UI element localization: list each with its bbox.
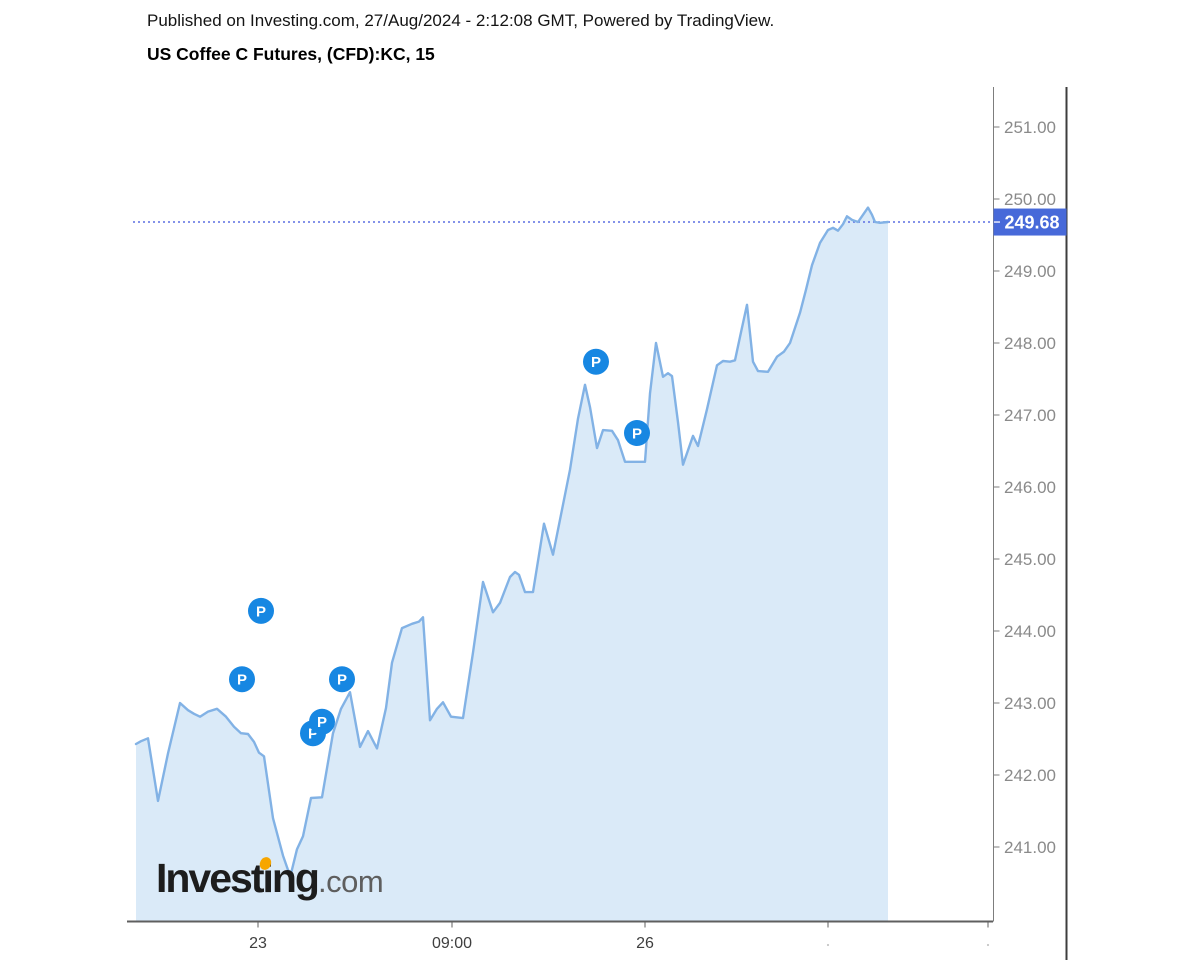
p-marker[interactable]: P	[309, 708, 335, 735]
price-tick-label: 247.00	[1004, 406, 1056, 425]
faint-tick-dot	[826, 943, 830, 947]
logo-brand-text: Investing	[156, 855, 320, 901]
price-tick-label: 241.00	[1004, 838, 1056, 857]
p-marker-letter: P	[632, 426, 642, 443]
price-area-fill	[136, 207, 888, 922]
p-marker[interactable]: P	[624, 420, 650, 446]
p-marker-circle[interactable]	[229, 666, 255, 693]
price-tick-label: 242.00	[1004, 766, 1056, 785]
p-marker[interactable]: P	[229, 666, 255, 693]
faint-tick-dot	[986, 943, 990, 947]
p-marker-circle[interactable]	[309, 708, 335, 735]
price-tick-label: 248.00	[1004, 334, 1056, 353]
price-tick-label: 249.00	[1004, 262, 1056, 281]
price-tick-label: 246.00	[1004, 478, 1056, 497]
time-tick-label: 09:00	[432, 935, 472, 952]
investing-watermark: Investing .com	[156, 855, 384, 902]
p-marker[interactable]: P	[583, 348, 609, 375]
p-marker[interactable]: P	[329, 666, 355, 693]
chart-header: Published on Investing.com, 27/Aug/2024 …	[147, 11, 774, 65]
p-marker-circle[interactable]	[248, 597, 274, 624]
p-marker-circle[interactable]	[583, 348, 609, 375]
p-marker-letter: P	[317, 714, 327, 731]
time-tick-label: 23	[249, 935, 267, 952]
p-marker-circle[interactable]	[624, 420, 650, 446]
price-tick-label: 244.00	[1004, 622, 1056, 641]
p-marker-letter: P	[256, 603, 266, 620]
price-tick-label: 251.00	[1004, 118, 1056, 137]
p-marker-letter: P	[237, 672, 247, 689]
price-line	[134, 206, 890, 875]
p-marker-letter: P	[591, 354, 601, 371]
p-marker[interactable]: P	[248, 597, 274, 624]
logo-suffix-text: .com	[317, 864, 384, 899]
current-price-tag	[993, 208, 1067, 236]
p-marker-letter: P	[337, 672, 347, 689]
current-price-label: 249.68	[1004, 213, 1059, 233]
price-tick-label: 243.00	[1004, 694, 1056, 713]
p-marker-letter: P	[308, 726, 318, 743]
price-tick-label: 250.00	[1004, 190, 1056, 209]
price-tick-label: 245.00	[1004, 550, 1056, 569]
time-tick-label: 26	[636, 935, 654, 952]
instrument-title: US Coffee C Futures, (CFD):KC, 15	[147, 44, 435, 64]
published-line: Published on Investing.com, 27/Aug/2024 …	[147, 11, 775, 30]
p-marker-circle[interactable]	[329, 666, 355, 693]
